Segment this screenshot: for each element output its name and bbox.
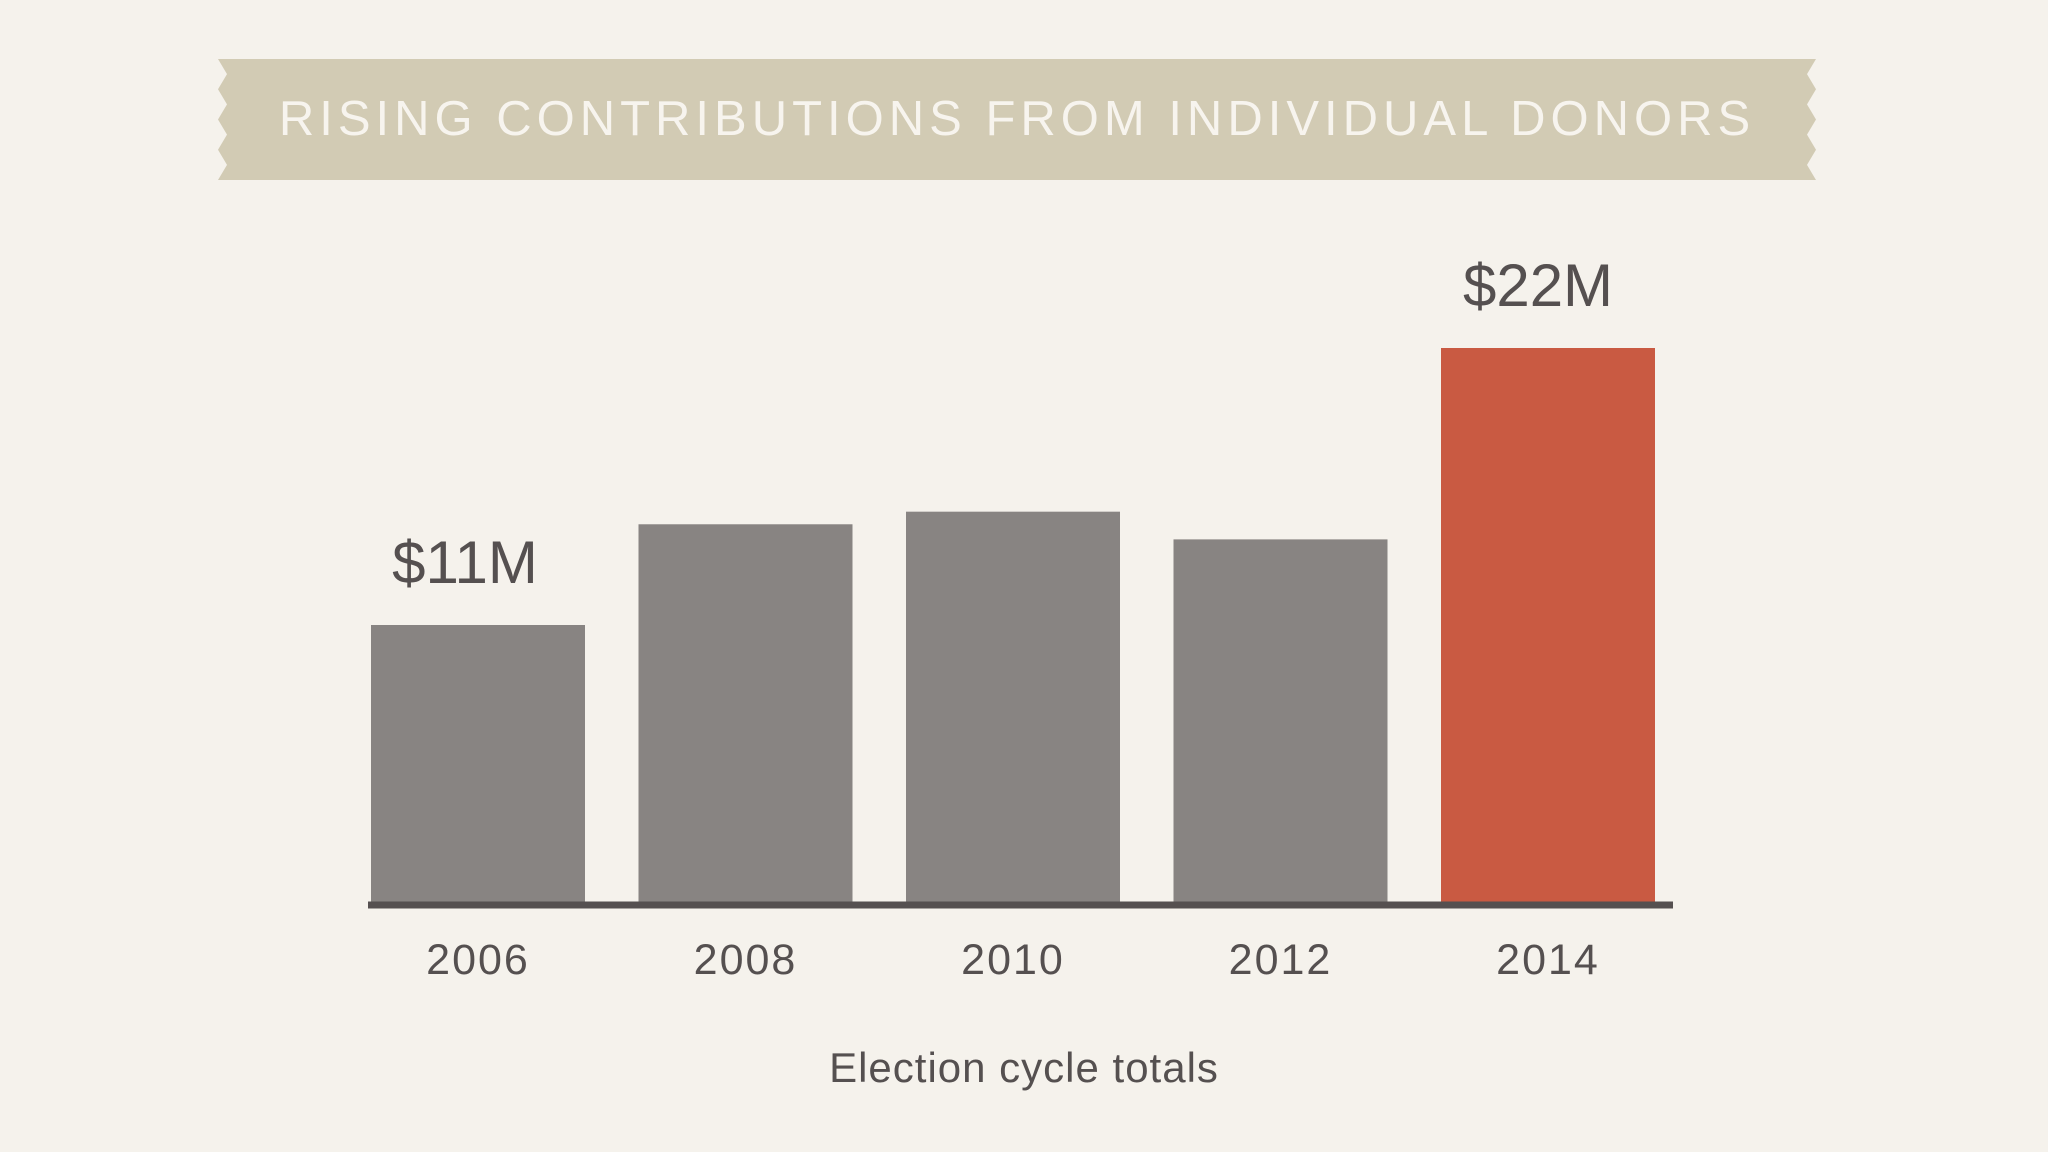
bar-2010 [906, 511, 1120, 902]
bar-2008 [638, 524, 853, 902]
x-tick-label-2008: 2008 [694, 936, 798, 984]
title-banner: RISING CONTRIBUTIONS FROM INDIVIDUAL DON… [218, 59, 1816, 180]
title-banner-ribbon [218, 59, 1816, 180]
x-tick-labels-layer: 2006 2008 2010 2012 2014 [426, 936, 1600, 984]
bar-2012 [1173, 539, 1388, 902]
bar-2006 [371, 625, 585, 902]
x-tick-label-2006: 2006 [426, 936, 530, 984]
x-tick-label-2014: 2014 [1496, 936, 1600, 984]
x-tick-label-2012: 2012 [1229, 936, 1333, 984]
data-label-2014: $22M [1463, 252, 1613, 319]
bars-layer [371, 348, 1655, 902]
data-label-2006: $11M [392, 529, 538, 596]
x-axis-label: Election cycle totals [829, 1044, 1219, 1091]
x-tick-label-2010: 2010 [961, 936, 1065, 984]
bar-2014 [1441, 348, 1655, 902]
data-labels-layer: $11M $22M [392, 252, 1613, 596]
chart-title: RISING CONTRIBUTIONS FROM INDIVIDUAL DON… [278, 92, 1756, 146]
